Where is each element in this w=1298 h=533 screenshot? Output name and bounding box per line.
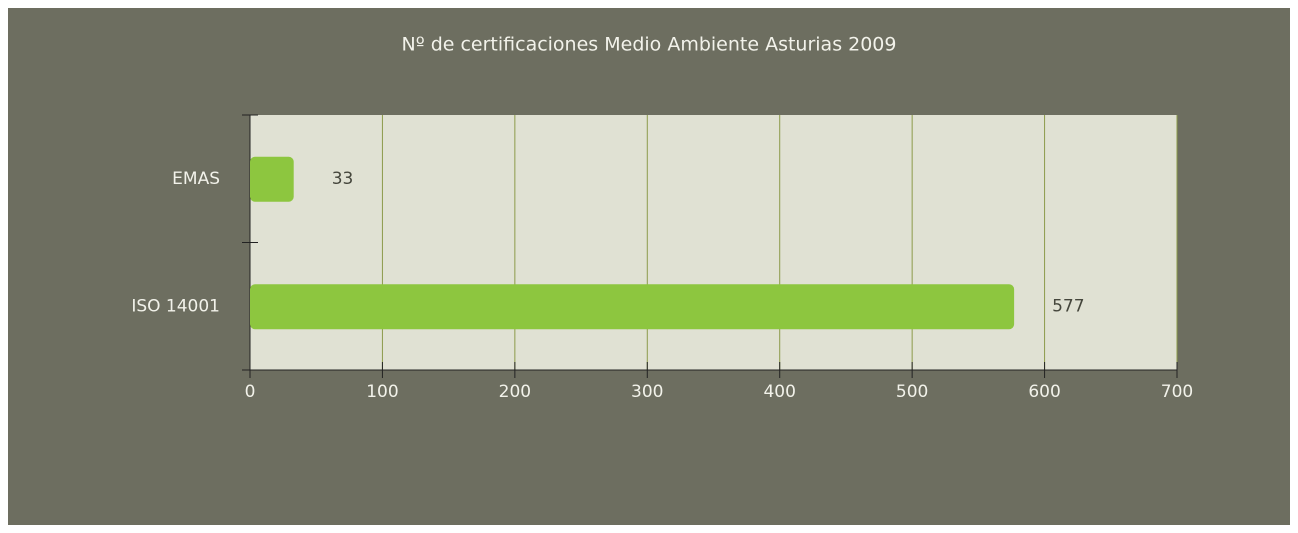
x-tick-label: 0	[245, 382, 256, 402]
value-label: 577	[1052, 296, 1084, 316]
y-tick-label: ISO 14001	[131, 296, 220, 316]
x-tick-label: 100	[366, 382, 398, 402]
x-tick-label: 500	[896, 382, 928, 402]
y-tick-label: EMAS	[172, 169, 220, 189]
bar	[250, 284, 1015, 330]
bar	[250, 156, 294, 202]
x-tick-label: 700	[1161, 382, 1193, 402]
x-tick-label: 200	[499, 382, 531, 402]
value-label: 33	[332, 169, 354, 189]
x-tick-label: 600	[1028, 382, 1060, 402]
chart-title: Nº de certificaciones Medio Ambiente Ast…	[401, 34, 896, 56]
x-tick-label: 300	[631, 382, 663, 402]
x-tick-label: 400	[763, 382, 795, 402]
plot-area	[250, 115, 1177, 370]
